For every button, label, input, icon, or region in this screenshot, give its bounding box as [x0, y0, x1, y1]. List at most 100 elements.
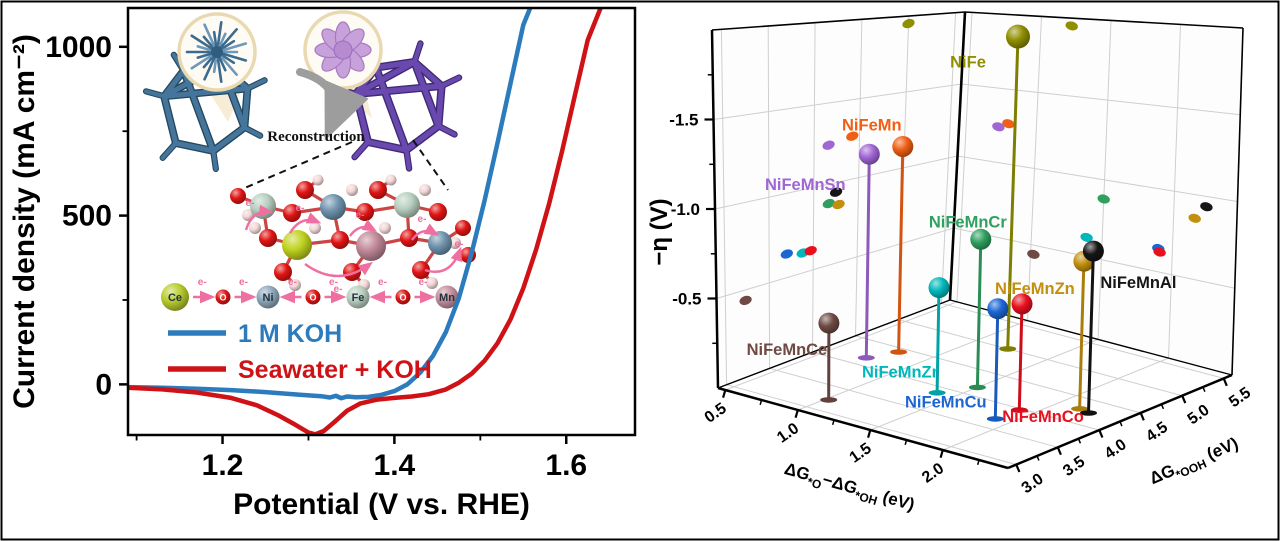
lsv-curve-seawater-koh [128, 8, 603, 435]
chain-node-ce-icon [161, 283, 189, 311]
lsv-curve-1m-koh [128, 8, 533, 401]
chain-node-o-icon [395, 289, 411, 305]
projection-dot-NiFeMnCo [1153, 247, 1166, 257]
point-label-NiFeMnZr: NiFeMnZr [862, 364, 939, 382]
projection-dot-NiFeMnZr [1080, 232, 1093, 242]
atom-o-icon [429, 203, 447, 221]
atom-o-icon [230, 188, 246, 204]
projection-dot-NiFeMnAl [829, 187, 843, 197]
projection-dot-NiFeMnSn [992, 122, 1005, 132]
atom-m2-icon [428, 231, 452, 255]
atom-o-icon [296, 181, 314, 199]
stem-NiFeMnZn [1078, 261, 1086, 409]
stem-NiFeMnCo [1017, 303, 1024, 411]
atom-h-icon [449, 237, 461, 249]
chain-node-o-icon [305, 289, 321, 305]
electron-label: e- [455, 239, 464, 250]
projection-dot-NiFeMnCu [780, 249, 793, 259]
atom-m4-icon [356, 231, 386, 261]
scatter3d-z-axis-title: −η (V) [646, 198, 673, 265]
atom-o-icon [455, 220, 471, 236]
chain-node-label: O [219, 293, 226, 303]
chain-node-label: O [399, 293, 406, 303]
point-label-NiFeMnCo: NiFeMnCo [1002, 408, 1084, 426]
point-label-NiFeMnCe: NiFeMnCe [747, 341, 828, 359]
chain-node-label: Ni [263, 292, 274, 304]
atom-h-icon [289, 279, 301, 291]
electron-label: e- [198, 277, 207, 288]
stem-foot-NiFeMnCe [820, 397, 838, 403]
point-ball-NiFeMnSn [858, 143, 880, 165]
projection-dot-NiFe [902, 18, 915, 29]
lsv-x-tick-label: 1.6 [545, 449, 587, 482]
atom-o-icon [412, 261, 430, 279]
right-panel-3d-scatter-chart: -1.5-1.0-0.50.51.01.52.0 3.03.54.04.55.05… [646, 11, 1254, 514]
stem-foot-NiFeMnCu [986, 416, 1004, 422]
point-label-NiFeMnAl: NiFeMnAl [1100, 274, 1176, 292]
stem-foot-NiFeMnCr [968, 384, 986, 391]
atom-o-icon [274, 263, 292, 281]
atom-m2-icon [320, 194, 346, 220]
dashed-callout-left [239, 141, 353, 191]
atom-h-icon [426, 277, 438, 289]
reconstruction-arrow-icon [296, 68, 369, 141]
electron-label: e- [378, 277, 387, 288]
point-ball-NiFe [1006, 24, 1030, 49]
lsv-legend: 1 M KOH Seawater + KOH [168, 320, 432, 384]
stem-NiFeMnCr [975, 239, 983, 388]
projection-dot-NiFeMnAl [1200, 202, 1213, 212]
atom-h-icon [309, 222, 321, 234]
stem-NiFeMnSn [864, 154, 871, 358]
atom-h-icon [419, 184, 431, 196]
electron-transfer-arrow-icon [411, 223, 440, 241]
electron-transfer-arrow-icon [349, 219, 378, 237]
chain-node-label: Mn [439, 292, 455, 304]
stem-NiFeMnCu [993, 308, 1000, 419]
projection-dot-NiFeMnZn [832, 199, 845, 210]
lsv-plot-border [126, 6, 637, 437]
atom-o-icon [356, 203, 374, 221]
chain-node-fe-icon [346, 285, 370, 309]
scatter3d-wall-projections [739, 18, 1213, 306]
scatter3d-point-labels: NiFe NiFeMn NiFeMnSn NiFeMnCr NiFeMnZr NiFeMn… [747, 54, 1177, 426]
chain-node-mn-icon [435, 285, 459, 309]
atom-o-icon [283, 204, 301, 222]
atom-h-icon [312, 174, 324, 186]
legend-label: Seawater + KOH [238, 356, 432, 384]
lsv-y-axis-title: Current density (mA cm⁻²) [8, 34, 41, 409]
electron-label: e- [246, 198, 255, 209]
projection-dot-NiFeMn [1002, 119, 1015, 129]
stem-NiFeMnAl [1087, 251, 1095, 414]
chain-node-label: Ce [168, 292, 182, 304]
point-label-NiFeMn: NiFeMn [842, 117, 902, 135]
projection-dot-NiFe [1065, 21, 1078, 31]
point-ball-NiFeMnCu [987, 298, 1009, 320]
lsv-y-tick-label: 0 [95, 368, 112, 401]
electron-label: e- [239, 277, 248, 288]
atom-m3-icon [282, 230, 312, 260]
atom-h-icon [346, 184, 358, 196]
electron-transfer-arrow-icon [288, 212, 322, 234]
electron-transfer-arrow-icon [424, 246, 463, 273]
electron-transfer-arrow-icon [244, 204, 274, 231]
atom-h-icon [385, 174, 397, 186]
scatter3d-points [818, 24, 1104, 422]
electron-label: e- [418, 214, 427, 225]
stem-NiFeMn [897, 146, 905, 353]
projection-dot-NiFeMnCr [822, 198, 835, 209]
projection-dot-NiFeMnCe [739, 295, 752, 306]
lsv-x-tick-label: 1.4 [374, 449, 416, 482]
projection-dot-NiFeMnCo [804, 246, 817, 256]
chain-node-ni-icon [256, 285, 280, 309]
projection-dot-NiFeMnSn [822, 140, 835, 150]
z-tick-label: -1.5 [669, 111, 698, 130]
lsv-x-axis-title: Potential (V vs. RHE) [233, 488, 530, 521]
point-label-NiFeMnSn: NiFeMnSn [765, 176, 846, 194]
point-ball-NiFeMnZr [928, 277, 950, 299]
stem-foot-NiFe [999, 346, 1017, 352]
lsv-x-tick-label: 1.2 [202, 449, 244, 482]
reconstruction-label: Reconstruction [267, 129, 365, 145]
projection-dot-NiFeMnCe [1027, 249, 1040, 259]
lsv-y-tick-label: 1000 [45, 31, 112, 64]
